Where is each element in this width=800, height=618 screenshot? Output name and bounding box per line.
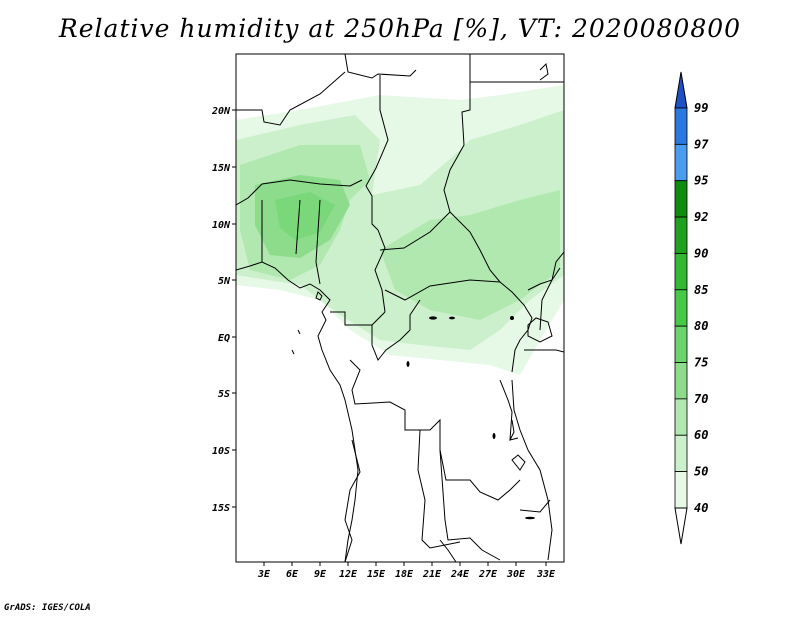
grads-credit: GrADS: IGES/COLA: [4, 603, 91, 613]
colorbar-swatch: [674, 107, 688, 145]
colorbar-swatch: [674, 289, 688, 327]
lon-ticks: [263, 562, 547, 566]
lon-label: 6E: [286, 569, 299, 580]
lon-label: 18E: [395, 569, 414, 580]
chart-title: Relative humidity at 250hPa [%], VT: 202…: [58, 14, 742, 43]
lon-label: 30E: [506, 569, 526, 580]
lat-label: 5N: [218, 276, 231, 287]
colorbar-label: 60: [694, 428, 708, 442]
colorbar-label: 99: [694, 101, 708, 115]
lon-label: 15E: [367, 569, 386, 580]
colorbar-swatch: [674, 434, 688, 472]
colorbar-label: 85: [694, 283, 708, 297]
colorbar-bottom-arrow: [674, 507, 688, 545]
lon-label: 33E: [536, 569, 556, 580]
lat-label: EQ: [218, 333, 230, 344]
colorbar-label: 95: [694, 174, 708, 188]
colorbar-swatch: [674, 325, 688, 363]
colorbar-swatch: [674, 471, 688, 509]
colorbar-swatch: [674, 362, 688, 400]
colorbar-swatch: [674, 180, 688, 218]
colorbar-label: 90: [694, 246, 708, 260]
humidity-field: [236, 85, 564, 375]
colorbar-label: 50: [694, 465, 708, 479]
lon-label: 12E: [339, 569, 358, 580]
colorbar-swatch: [674, 253, 688, 291]
colorbar-label: 75: [694, 356, 708, 370]
lat-axis: 20N 15N 10N 5N EQ 5S 10S 15S: [211, 106, 231, 514]
map-frame: [235, 53, 565, 563]
lon-axis: 3E 6E 9E 12E 15E 18E 21E 24E 27E 30E 33E: [257, 569, 556, 580]
colorbar: 99 97 95 92 90 85 80 75 70 60 50 40: [674, 71, 709, 545]
colorbar-label: 80: [694, 319, 708, 333]
lat-label: 10S: [212, 446, 230, 457]
lon-label: 3E: [257, 569, 271, 580]
lat-ticks: [232, 109, 236, 508]
lat-label: 10N: [212, 220, 231, 231]
colorbar-top-arrow: [674, 71, 688, 109]
colorbar-label: 70: [694, 392, 708, 406]
colorbar-label: 92: [694, 210, 708, 224]
lon-label: 24E: [450, 569, 470, 580]
lon-label: 9E: [314, 569, 327, 580]
lakes: [406, 316, 535, 520]
colorbar-label: 40: [694, 501, 708, 515]
lat-label: 15N: [212, 163, 231, 174]
lon-label: 21E: [422, 569, 442, 580]
borders: [236, 54, 564, 562]
colorbar-swatch: [674, 398, 688, 436]
humidity-60-zone-east: [380, 190, 560, 320]
lon-label: 27E: [478, 569, 498, 580]
colorbar-swatch: [674, 216, 688, 254]
lat-label: 5S: [218, 389, 230, 400]
colorbar-label: 97: [694, 137, 709, 151]
lat-label: 15S: [212, 503, 230, 514]
lat-label: 20N: [211, 106, 231, 117]
colorbar-swatch: [674, 143, 688, 182]
